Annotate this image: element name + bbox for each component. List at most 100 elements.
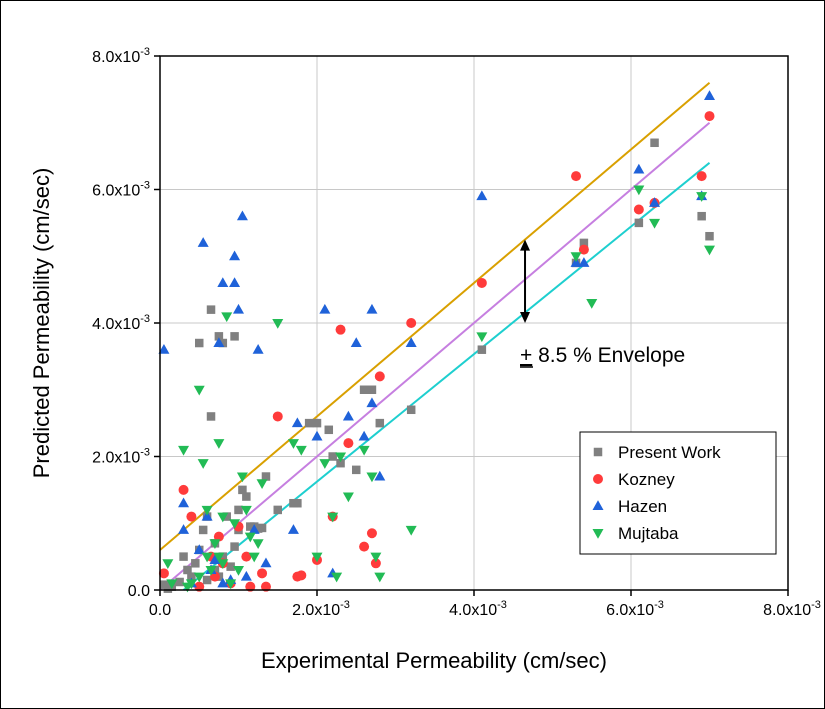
data-point <box>175 577 184 587</box>
legend-label: Hazen <box>618 497 667 516</box>
data-point <box>375 418 385 428</box>
data-point <box>696 171 707 182</box>
data-point <box>476 332 488 343</box>
data-points <box>158 90 715 593</box>
data-point <box>633 163 645 174</box>
data-point <box>233 565 244 576</box>
data-point <box>291 417 303 428</box>
data-point <box>324 425 334 435</box>
data-point <box>248 524 260 534</box>
data-point <box>209 539 221 550</box>
data-point <box>342 492 354 503</box>
fit-line <box>182 162 711 591</box>
data-point <box>233 303 244 314</box>
data-point <box>319 303 331 314</box>
data-point <box>366 397 378 408</box>
data-point <box>649 197 661 207</box>
data-point <box>209 571 220 582</box>
data-point <box>304 418 314 428</box>
data-point <box>179 552 188 561</box>
x-tick-label: 4.0x10-3 <box>449 599 507 619</box>
data-point <box>197 237 209 247</box>
y-tick-label: 6.0x10-3 <box>92 180 150 200</box>
data-point <box>202 575 212 585</box>
data-point <box>198 525 208 535</box>
data-point <box>570 252 582 262</box>
data-point <box>257 568 268 579</box>
data-point <box>226 562 235 571</box>
data-point <box>206 305 216 314</box>
data-point <box>704 111 715 122</box>
data-point <box>570 257 582 267</box>
data-point <box>272 411 283 422</box>
data-point <box>311 430 323 441</box>
data-point <box>476 277 487 288</box>
data-point <box>229 519 241 529</box>
data-point <box>197 459 209 469</box>
data-point <box>705 231 714 241</box>
data-point <box>696 192 708 202</box>
legend-marker <box>593 474 603 484</box>
data-point <box>312 418 322 428</box>
data-point <box>209 554 221 564</box>
data-point <box>342 410 354 421</box>
data-point <box>571 171 582 182</box>
data-point <box>217 577 229 588</box>
fit-line <box>159 81 711 551</box>
data-point <box>405 525 417 536</box>
data-point <box>319 459 331 469</box>
data-point <box>213 337 225 348</box>
data-point <box>214 332 224 341</box>
data-point <box>205 565 217 576</box>
x-tick-label: 0.0 <box>149 602 171 619</box>
data-point <box>217 559 229 570</box>
y-tick-label: 4.0x10-3 <box>92 313 150 333</box>
data-point <box>236 210 248 221</box>
data-point <box>194 581 205 592</box>
data-point <box>222 512 231 521</box>
data-point <box>287 524 299 534</box>
data-point <box>201 552 213 563</box>
legend-label: Mujtaba <box>618 524 679 543</box>
data-point <box>328 452 337 461</box>
data-point <box>166 579 178 590</box>
legend-label: Present Work <box>618 443 721 462</box>
data-point <box>261 472 271 481</box>
envelope-label: + 8.5 % Envelope <box>520 344 685 367</box>
data-point <box>405 337 417 348</box>
data-point <box>183 565 192 575</box>
data-point <box>195 338 204 348</box>
data-point <box>238 485 247 495</box>
data-point <box>327 512 339 523</box>
data-point <box>287 439 299 449</box>
data-point <box>248 552 260 563</box>
legend-marker <box>593 447 603 457</box>
envelope-arrow-head-down <box>520 312 531 323</box>
data-point <box>245 581 256 592</box>
data-point <box>229 250 241 261</box>
data-point <box>273 505 282 515</box>
data-point <box>649 218 661 229</box>
data-point <box>178 445 190 456</box>
x-tick-label: 6.0x10-3 <box>606 599 664 619</box>
data-point <box>257 523 267 533</box>
data-point <box>476 190 488 201</box>
data-point <box>185 579 197 590</box>
data-point <box>260 557 272 568</box>
data-point <box>201 510 213 521</box>
data-point <box>358 445 370 456</box>
data-point <box>158 568 169 579</box>
data-point <box>186 511 197 522</box>
data-point <box>296 570 307 581</box>
data-point <box>234 505 243 515</box>
data-point <box>178 524 190 534</box>
legend-label: Kozney <box>618 470 675 489</box>
data-point <box>213 552 225 563</box>
data-point <box>295 445 307 456</box>
data-point <box>374 572 386 583</box>
data-point <box>359 385 369 394</box>
data-point <box>260 581 271 592</box>
data-point <box>240 505 252 516</box>
data-point <box>193 572 205 583</box>
